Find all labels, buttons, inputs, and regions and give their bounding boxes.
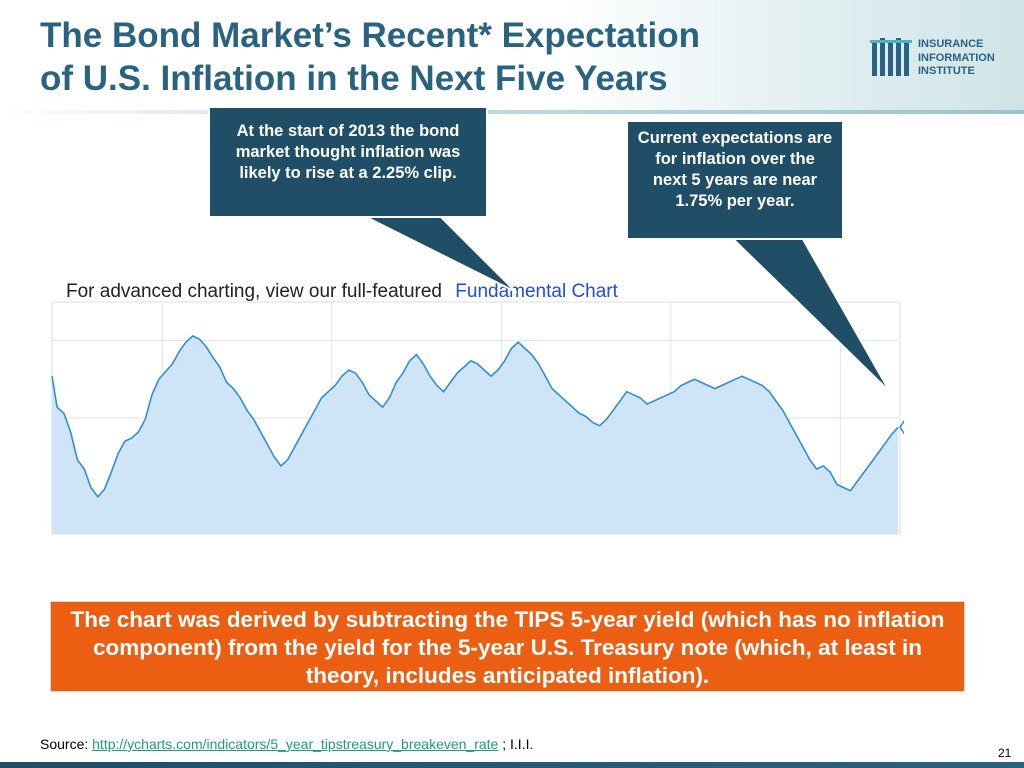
title-line-2: of U.S. Inflation in the Next Five Years xyxy=(40,59,668,98)
logo-line-1: INSURANCE xyxy=(918,38,984,50)
source-suffix: ; I.I.I. xyxy=(498,736,534,752)
footer-bar xyxy=(0,762,1024,768)
callout-right: Current expectations are for inflation o… xyxy=(626,120,844,240)
chart-banner-link[interactable]: Fundamental Chart xyxy=(455,281,618,302)
logo-line-3: INSTITUTE xyxy=(918,65,975,77)
source-prefix: Source: xyxy=(40,736,93,752)
chart-svg: For advanced charting, view our full-fea… xyxy=(50,272,904,536)
iii-logo: INSURANCE INFORMATION INSTITUTE xyxy=(870,36,1020,80)
logo-bars-icon xyxy=(870,38,912,76)
chart-banner-prefix: For advanced charting, view our full-fea… xyxy=(66,281,442,302)
svg-text:For advanced charting, view ou: For advanced charting, view our full-fea… xyxy=(66,281,619,302)
callout-pointers xyxy=(355,211,891,393)
source-link[interactable]: http://ycharts.com/indicators/5_year_tip… xyxy=(92,736,499,752)
right-callout-pointer xyxy=(727,233,891,393)
chart-area-fill xyxy=(52,336,898,534)
callout-left: At the start of 2013 the bond market tho… xyxy=(208,106,488,218)
source-line: Source: http://ycharts.com/indicators/5_… xyxy=(40,736,533,752)
left-callout-pointer xyxy=(355,211,517,293)
chart-series-line xyxy=(51,335,899,499)
header-band xyxy=(0,0,1024,112)
logo-text: INSURANCE INFORMATION INSTITUTE xyxy=(918,38,995,79)
header-rule xyxy=(0,110,1024,114)
breakeven-chart: For advanced charting, view our full-fea… xyxy=(50,272,904,536)
page-title: The Bond Market’s Recent* Expectation of… xyxy=(40,14,840,100)
current-value-badge: 1.69% xyxy=(899,419,904,435)
page-number: 21 xyxy=(998,746,1012,760)
logo-line-2: INFORMATION xyxy=(918,51,995,64)
methodology-note: The chart was derived by subtracting the… xyxy=(50,601,965,692)
title-line-1: The Bond Market’s Recent* Expectation xyxy=(40,16,700,55)
